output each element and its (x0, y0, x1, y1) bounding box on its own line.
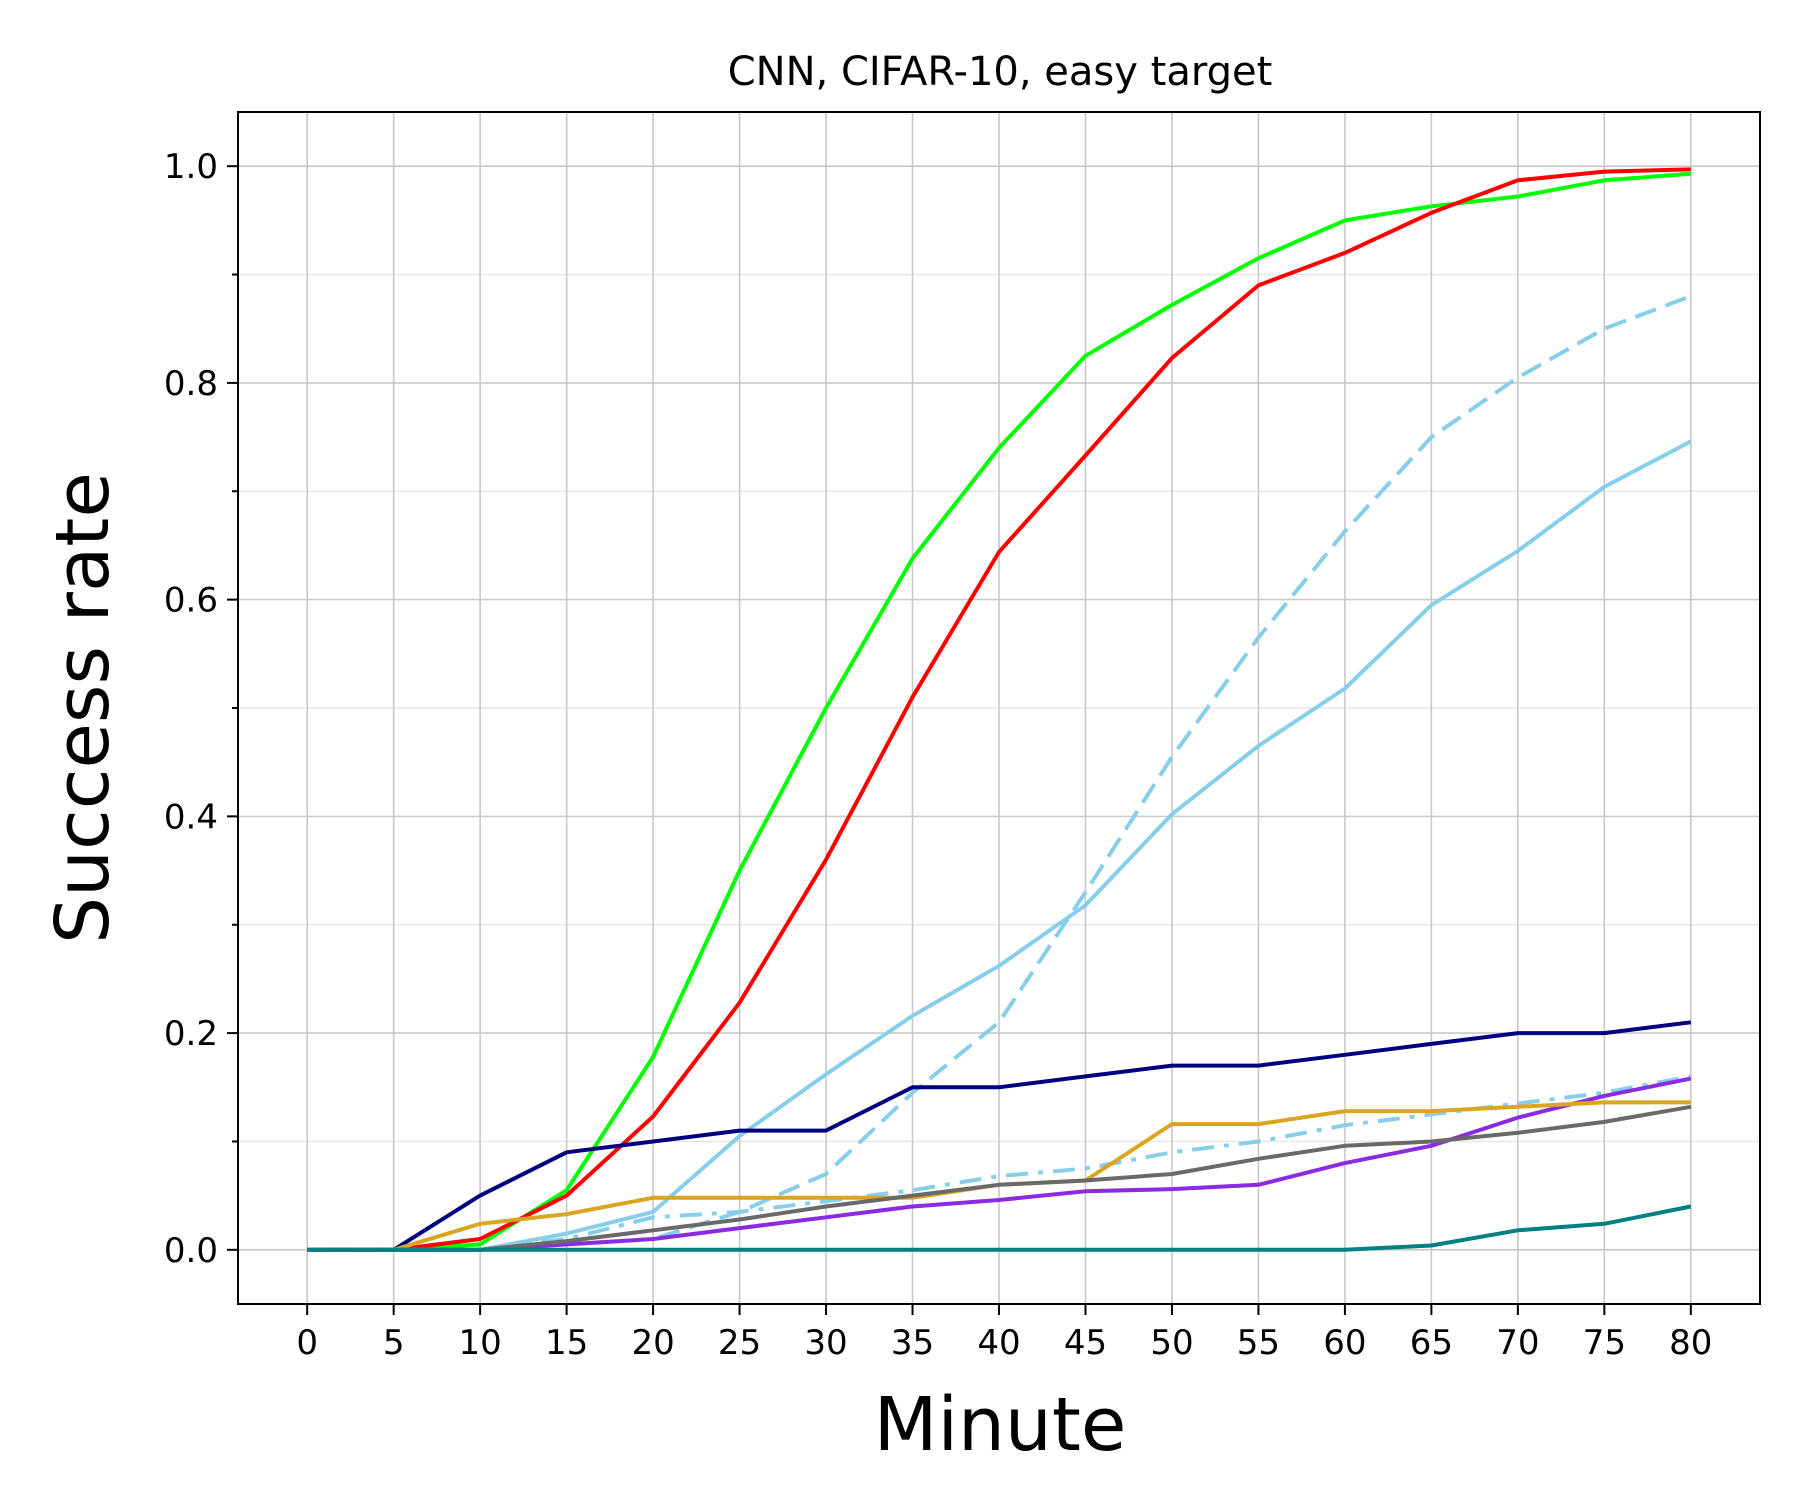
x-tick-label: 70 (1496, 1323, 1539, 1363)
y-tick-label: 0.0 (164, 1231, 218, 1271)
series-line-9 (307, 1104, 1692, 1252)
x-tick-label: 25 (718, 1323, 761, 1363)
grid (238, 112, 1760, 1304)
x-tick-label: 75 (1583, 1323, 1626, 1363)
series-line-5 (307, 1020, 1692, 1252)
series-line-10 (307, 1204, 1692, 1252)
series-line-2 (307, 167, 1691, 1252)
axis-ticks: 0.0 0.2 0.4 0.6 0.8 1.0 0 5 10 15 20 25 30 35 40 45 50 55… (164, 147, 1713, 1363)
y-tick-label: 0.6 (164, 581, 218, 621)
series-line-4 (307, 439, 1692, 1252)
y-tick-label: 0.2 (164, 1014, 218, 1054)
y-axis-label: Success rate (40, 472, 126, 944)
x-tick-label: 60 (1323, 1323, 1366, 1363)
x-tick-label: 65 (1410, 1323, 1453, 1363)
series-line-7 (307, 1076, 1692, 1252)
x-tick-label: 35 (891, 1323, 934, 1363)
x-tick-label: 10 (459, 1323, 502, 1363)
x-axis-label: Minute (874, 1382, 1127, 1468)
y-tick-label: 0.4 (164, 797, 218, 837)
x-tick-label: 5 (383, 1323, 405, 1363)
x-tick-label: 80 (1669, 1323, 1712, 1363)
x-tick-label: 20 (631, 1323, 674, 1363)
x-tick-label: 45 (1064, 1323, 1107, 1363)
x-tick-label: 30 (804, 1323, 847, 1363)
x-tick-label: 55 (1237, 1323, 1280, 1363)
x-tick-label: 15 (545, 1323, 588, 1363)
x-tick-label: 40 (977, 1323, 1020, 1363)
y-tick-label: 1.0 (164, 147, 218, 187)
chart-title: CNN, CIFAR-10, easy target (728, 49, 1273, 95)
y-tick-label: 0.8 (164, 364, 218, 404)
x-tick-label: 50 (1150, 1323, 1193, 1363)
x-tick-label: 0 (296, 1323, 318, 1363)
series-lines (307, 167, 1692, 1252)
